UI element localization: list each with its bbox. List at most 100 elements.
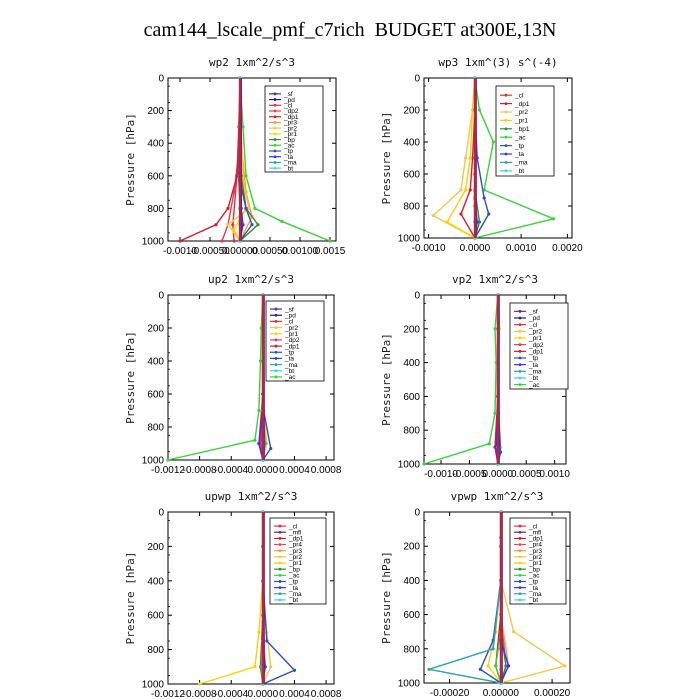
legend-marker <box>278 561 282 565</box>
y-tick-label: 1000 <box>142 456 165 467</box>
series-point-tp <box>292 668 297 672</box>
series-point-tp <box>269 446 273 451</box>
x-tick-label: 0.0008 <box>311 689 342 700</box>
x-tick-label: 0.0004 <box>279 689 310 700</box>
series-point-ac <box>487 442 491 446</box>
series-point-tp <box>487 212 491 216</box>
legend-label: _pd <box>284 312 296 319</box>
legend-label: _tp <box>514 143 524 150</box>
y-axis-label: Pressure [hPa] <box>380 333 393 426</box>
legend-marker <box>278 580 282 583</box>
series-point-pr1 <box>464 188 468 192</box>
legend-marker <box>518 363 522 367</box>
legend-marker <box>504 102 508 105</box>
legend-label: _ma <box>528 369 542 376</box>
legend-label: _bt <box>284 368 294 375</box>
x-tick-label: -0.0008 <box>183 689 217 700</box>
series-point-pr2 <box>464 156 468 160</box>
y-tick-label: 600 <box>147 611 164 622</box>
series-point-ac <box>253 438 257 442</box>
x-tick-label: 0.00050 <box>252 246 289 257</box>
legend-marker <box>274 375 278 379</box>
legend-label: _sf <box>283 91 293 98</box>
series-point-bp <box>256 223 260 227</box>
legend-label: _bt <box>528 375 538 382</box>
legend-marker <box>274 350 278 354</box>
legend-marker <box>504 161 508 164</box>
series-point-ta <box>241 223 245 227</box>
x-tick-label: 0.0010 <box>539 469 570 480</box>
legend-label: _ac <box>528 573 540 580</box>
y-tick-label: 400 <box>147 139 164 150</box>
panel-title: up2 1xm^2/s^3 <box>208 273 294 286</box>
series-point-pr2 <box>226 223 230 227</box>
legend-marker <box>504 169 508 173</box>
series-point-ac <box>422 462 426 466</box>
legend-marker <box>273 98 277 101</box>
legend-label: _ta <box>283 154 293 161</box>
y-tick-label: 800 <box>403 426 420 437</box>
legend-label: _pr1 <box>283 131 297 138</box>
panel-4: vp2 1xm^2/s^3 0 200 400 600 800 1000 Pressure [… <box>380 273 570 480</box>
series-point-pr1 <box>470 108 475 112</box>
legend-label: _cl <box>514 92 524 99</box>
legend-marker <box>274 363 278 366</box>
x-tick-label: 0.0015 <box>315 246 346 257</box>
legend-marker <box>273 103 277 107</box>
y-tick-label: 1000 <box>398 460 421 471</box>
x-tick-label: 0.0008 <box>311 465 342 476</box>
legend-marker <box>274 338 278 342</box>
legend-label: _ac <box>288 573 300 580</box>
legend-label: _ta <box>528 585 538 592</box>
legend-marker <box>273 109 277 113</box>
y-tick-label: 0 <box>414 74 420 85</box>
y-tick-label: 200 <box>403 106 420 117</box>
series-line-pr1 <box>446 77 476 239</box>
plot-frame <box>167 294 335 461</box>
series-point-tp <box>244 206 248 210</box>
y-tick-label: 0 <box>414 508 420 519</box>
panel-3: up2 1xm^2/s^3 0 200 400 600 800 1000 Pressure [… <box>124 273 342 476</box>
legend-marker <box>518 530 522 534</box>
legend-label: _bt <box>528 597 538 604</box>
y-tick-label: 600 <box>403 610 420 621</box>
legend-marker <box>518 549 522 553</box>
series-point-dp1 <box>226 206 230 210</box>
legend-label: _pr1 <box>288 560 302 567</box>
legend-marker <box>518 555 522 559</box>
panel-title: vp2 1xm^2/s^3 <box>452 273 538 286</box>
legend-marker <box>518 309 522 313</box>
series-point-ac <box>241 125 245 129</box>
series-point-pr1 <box>198 682 202 686</box>
legend-marker <box>518 329 522 333</box>
x-tick-label: 0.0000 <box>483 469 514 480</box>
legend-label: _dp1 <box>284 343 300 350</box>
series-point-ac <box>494 664 498 668</box>
legend-label: _pr1 <box>514 118 528 125</box>
legend-marker <box>278 530 282 534</box>
legend-marker <box>518 349 522 353</box>
legend-label: _ac <box>283 142 295 149</box>
x-tick-label: 0.0000 <box>248 465 279 476</box>
legend-label: _ac <box>284 374 296 381</box>
legend-label: _cl <box>528 523 538 530</box>
legend-marker <box>278 592 282 596</box>
y-tick-label: 600 <box>147 390 164 401</box>
legend-label: _mfl <box>528 529 542 536</box>
legend-marker <box>518 536 522 540</box>
series-point-pr1 <box>253 665 257 669</box>
legend-marker <box>274 344 278 348</box>
legend-label: _ma <box>283 160 297 167</box>
legend-marker <box>274 326 278 329</box>
legend-label: _pr2 <box>514 109 528 116</box>
y-axis-label: Pressure [hPa] <box>380 112 393 205</box>
series-point-ac <box>257 408 261 413</box>
y-tick-label: 800 <box>403 644 420 655</box>
x-tick-label: 0.0020 <box>552 243 583 254</box>
series-point-ac <box>328 239 332 243</box>
legend-marker <box>518 592 522 596</box>
series-point-ac <box>258 359 263 363</box>
legend-marker <box>273 166 277 170</box>
legend-marker <box>273 121 277 124</box>
